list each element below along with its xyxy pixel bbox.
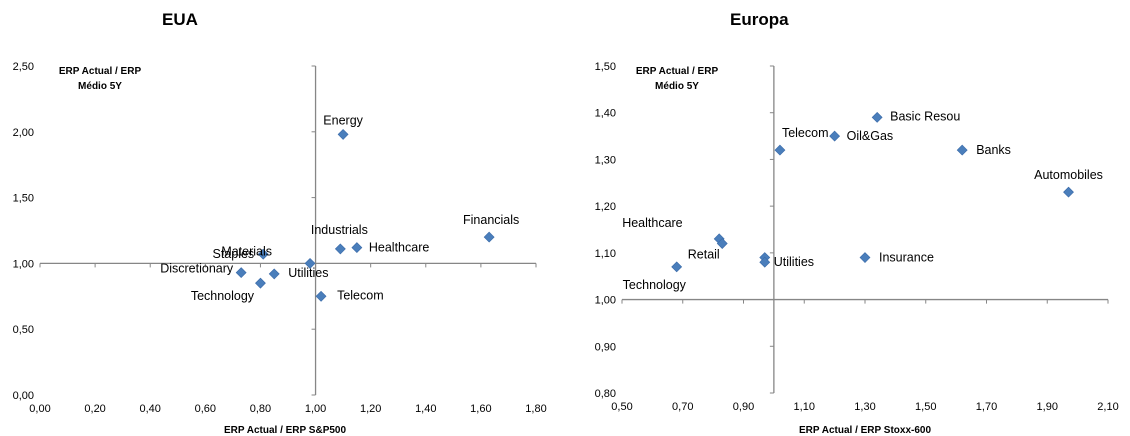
x-tick-label-eua: 1,00 (305, 403, 326, 415)
data-label-eua: Technology (191, 289, 255, 303)
data-label-europa: Automobiles (1034, 168, 1103, 182)
y-tick-label-europa: 1,50 (595, 61, 616, 73)
y-tick-label-europa: 1,20 (595, 201, 616, 213)
x-tick-label-eua: 0,20 (84, 403, 105, 415)
data-point-europa (871, 111, 883, 123)
data-point-europa (774, 144, 786, 156)
x-axis-label-europa: ERP Actual / ERP Stoxx-600 (799, 425, 932, 436)
data-label-eua: Materials (221, 244, 272, 258)
data-label-eua: Healthcare (369, 241, 429, 255)
x-tick-label-europa: 1,30 (854, 401, 875, 413)
x-tick-label-eua: 1,40 (415, 403, 436, 415)
data-point-europa (759, 256, 771, 268)
y-tick-label-europa: 0,90 (595, 341, 616, 353)
data-point-eua (235, 267, 247, 279)
x-tick-label-eua: 0,00 (29, 403, 50, 415)
data-point-eua (334, 243, 346, 255)
data-point-europa (956, 144, 968, 156)
x-tick-label-eua: 1,60 (470, 403, 491, 415)
x-axis-label-eua: ERP Actual / ERP S&P500 (224, 425, 347, 436)
data-point-europa (859, 252, 871, 263)
data-label-europa: Oil&Gas (847, 129, 894, 143)
data-point-eua (255, 277, 266, 289)
y-axis-label-line2-eua: Médio 5Y (78, 81, 122, 92)
y-tick-label-eua: 1,50 (13, 193, 34, 205)
y-tick-label-eua: 1,00 (13, 258, 34, 270)
chart-title-europa: Europa (730, 10, 789, 29)
y-tick-label-europa: 0,80 (595, 388, 616, 400)
data-label-eua: Discretionary (160, 262, 234, 276)
data-label-eua: Industrials (311, 223, 368, 237)
x-tick-label-europa: 0,90 (733, 401, 754, 413)
x-tick-label-europa: 1,70 (976, 401, 997, 413)
data-label-europa: Banks (976, 143, 1011, 157)
chart-title-eua: EUA (162, 10, 198, 29)
y-tick-label-eua: 0,50 (13, 324, 34, 336)
data-point-eua (483, 231, 495, 243)
x-tick-label-eua: 0,80 (250, 403, 271, 415)
data-point-europa (671, 261, 683, 273)
y-axis-label-eua: ERP Actual / ERP (59, 66, 142, 77)
data-point-eua (268, 268, 280, 280)
data-label-eua: Financials (463, 213, 519, 227)
x-tick-label-europa: 2,10 (1097, 401, 1118, 413)
data-label-eua: Staples (212, 247, 254, 261)
data-label-eua: Utilities (288, 266, 328, 280)
x-tick-label-eua: 0,40 (140, 403, 161, 415)
y-tick-label-eua: 2,50 (13, 61, 34, 73)
y-tick-label-europa: 1,40 (595, 108, 616, 120)
data-label-europa: Insurance (879, 251, 934, 265)
data-point-eua (351, 242, 363, 254)
data-point-eua (315, 290, 327, 302)
x-tick-label-eua: 1,80 (525, 403, 546, 415)
data-label-europa: Basic Resou (890, 109, 960, 123)
data-point-europa (829, 130, 841, 142)
x-tick-label-eua: 1,20 (360, 403, 381, 415)
data-label-eua: Telecom (337, 288, 384, 302)
y-tick-label-eua: 0,00 (13, 390, 34, 402)
y-tick-label-europa: 1,00 (595, 295, 616, 307)
data-label-eua: Energy (323, 113, 363, 127)
x-tick-label-europa: 0,50 (611, 401, 632, 413)
x-tick-label-europa: 0,70 (672, 401, 693, 413)
data-label-europa: Utilities (774, 255, 814, 269)
data-point-eua (337, 129, 349, 140)
x-tick-label-europa: 1,90 (1037, 401, 1058, 413)
y-axis-label-europa: ERP Actual / ERP (636, 66, 719, 77)
x-tick-label-europa: 1,10 (794, 401, 815, 413)
data-point-europa (1063, 186, 1074, 198)
y-tick-label-eua: 2,00 (13, 127, 34, 139)
y-tick-label-europa: 1,30 (595, 154, 616, 166)
x-tick-label-eua: 0,60 (195, 403, 216, 415)
data-point-europa (716, 238, 728, 249)
data-point-eua (304, 257, 316, 269)
data-point-eua (257, 248, 269, 260)
y-axis-label-line2-europa: Médio 5Y (655, 81, 699, 92)
data-label-europa: Healthcare (622, 216, 682, 230)
data-label-europa: Technology (623, 278, 687, 292)
x-tick-label-europa: 1,50 (915, 401, 936, 413)
data-label-europa: Retail (688, 248, 720, 262)
y-tick-label-europa: 1,10 (595, 248, 616, 260)
data-label-europa: Telecom (782, 126, 829, 140)
